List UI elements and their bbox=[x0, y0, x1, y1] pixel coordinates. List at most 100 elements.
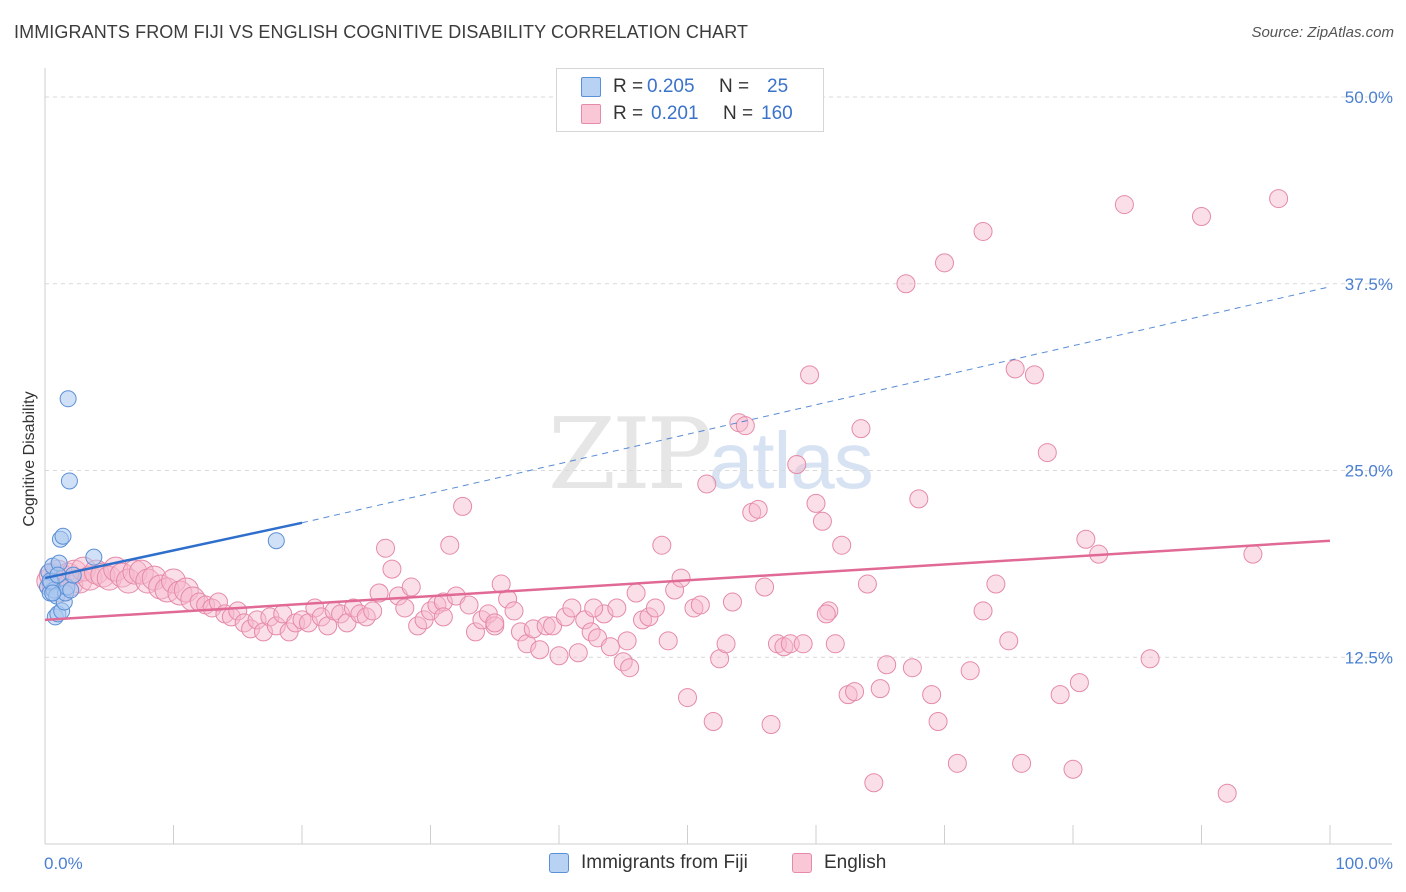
english-point bbox=[678, 688, 697, 708]
chart-title: IMMIGRANTS FROM FIJI VS ENGLISH COGNITIV… bbox=[14, 22, 749, 42]
english-point bbox=[530, 640, 550, 660]
fiji-point bbox=[62, 581, 80, 599]
english-point bbox=[620, 658, 640, 678]
english-point bbox=[453, 496, 473, 516]
english-legend-swatch bbox=[792, 853, 812, 873]
english-legend-label: English bbox=[824, 852, 887, 873]
legend-row-fiji: R = 0.205 N = 25 bbox=[581, 74, 788, 100]
english-point bbox=[504, 601, 524, 621]
fiji-n-label: N = bbox=[719, 76, 750, 97]
english-point bbox=[498, 589, 518, 609]
english-point bbox=[909, 489, 929, 509]
english-point bbox=[266, 616, 286, 636]
y-tick-label: 50.0% bbox=[1345, 88, 1393, 107]
english-point bbox=[1050, 685, 1070, 705]
english-point bbox=[832, 535, 852, 555]
english-point bbox=[864, 773, 884, 793]
english-point bbox=[148, 574, 174, 600]
english-point bbox=[671, 568, 691, 588]
english-point bbox=[999, 631, 1019, 651]
x-tick-label-min: 0.0% bbox=[44, 854, 83, 873]
english-point bbox=[536, 616, 556, 636]
english-point bbox=[645, 598, 665, 618]
legend-item-english[interactable]: English bbox=[792, 852, 886, 874]
english-point bbox=[857, 574, 877, 594]
english-point bbox=[973, 601, 993, 621]
english-point bbox=[247, 610, 267, 630]
english-point bbox=[1069, 673, 1089, 693]
english-points bbox=[36, 189, 1289, 803]
english-point bbox=[716, 634, 736, 654]
axes bbox=[44, 68, 1392, 845]
english-point bbox=[1063, 759, 1083, 779]
y-tick-label: 37.5% bbox=[1345, 275, 1393, 294]
english-point bbox=[819, 601, 839, 621]
fiji-point bbox=[44, 584, 62, 602]
english-point bbox=[960, 661, 980, 681]
english-point bbox=[1217, 783, 1237, 803]
english-point bbox=[433, 607, 453, 627]
english-point bbox=[816, 604, 836, 624]
english-point bbox=[167, 580, 193, 606]
legend-row-english: R = 0.201 N = 160 bbox=[581, 101, 793, 127]
english-point bbox=[748, 499, 768, 519]
english-point bbox=[395, 598, 415, 618]
english-trend-line bbox=[44, 539, 1331, 622]
english-point bbox=[1243, 544, 1263, 564]
english-point bbox=[652, 535, 672, 555]
english-point bbox=[800, 365, 820, 385]
x-tick-label-max: 100.0% bbox=[1335, 854, 1393, 873]
english-n-label: N = bbox=[723, 103, 754, 124]
english-n-value: 160 bbox=[761, 103, 793, 124]
english-r-label: R = bbox=[613, 103, 644, 124]
english-point bbox=[568, 643, 588, 663]
fiji-point bbox=[85, 548, 103, 566]
english-point bbox=[787, 455, 807, 475]
legend-item-fiji[interactable]: Immigrants from Fiji bbox=[549, 852, 748, 874]
source-label: Source: ZipAtlas.com bbox=[1251, 24, 1394, 41]
english-point bbox=[761, 714, 781, 734]
english-point bbox=[755, 577, 775, 597]
english-point bbox=[1037, 443, 1057, 463]
english-point bbox=[154, 577, 180, 603]
english-point bbox=[584, 598, 604, 618]
y-axis-title: Cognitive Disability bbox=[21, 391, 38, 526]
fiji-swatch bbox=[581, 77, 601, 97]
english-point bbox=[465, 622, 485, 642]
english-point bbox=[806, 493, 826, 513]
english-point bbox=[617, 631, 637, 651]
english-point bbox=[228, 601, 248, 621]
english-point bbox=[122, 559, 148, 585]
english-point bbox=[825, 634, 845, 654]
english-point bbox=[1114, 195, 1134, 215]
fiji-trend-extension bbox=[301, 286, 1331, 524]
english-point bbox=[697, 474, 717, 494]
fiji-trend-line bbox=[44, 521, 303, 580]
fiji-r-label: R = bbox=[613, 76, 644, 97]
fiji-r-value: 0.205 bbox=[647, 76, 695, 97]
english-point bbox=[523, 619, 543, 639]
fiji-point bbox=[54, 527, 72, 545]
english-point bbox=[703, 711, 723, 731]
english-point bbox=[376, 538, 396, 558]
english-point bbox=[90, 562, 116, 588]
english-point bbox=[922, 685, 942, 705]
y-tick-label: 12.5% bbox=[1345, 648, 1393, 667]
axis-labels: 12.5% 25.0% 37.5% 50.0% 0.0% 100.0% Cognitive … bbox=[21, 88, 1393, 873]
watermark-zip: ZIP bbox=[548, 398, 713, 512]
y-tick-label: 25.0% bbox=[1345, 462, 1393, 481]
english-point bbox=[793, 634, 813, 654]
grid bbox=[45, 96, 1392, 658]
english-point bbox=[870, 679, 890, 699]
english-point bbox=[607, 598, 627, 618]
english-point bbox=[369, 583, 389, 603]
english-point bbox=[812, 511, 832, 531]
english-swatch bbox=[581, 104, 601, 124]
english-point bbox=[1012, 753, 1032, 773]
english-point bbox=[594, 604, 614, 624]
english-point bbox=[896, 274, 916, 294]
english-point bbox=[1269, 189, 1289, 209]
correlation-legend: R = 0.205 N = 25 R = 0.201 N = 160 bbox=[556, 68, 824, 132]
english-point bbox=[1076, 529, 1096, 549]
english-point bbox=[935, 253, 954, 273]
